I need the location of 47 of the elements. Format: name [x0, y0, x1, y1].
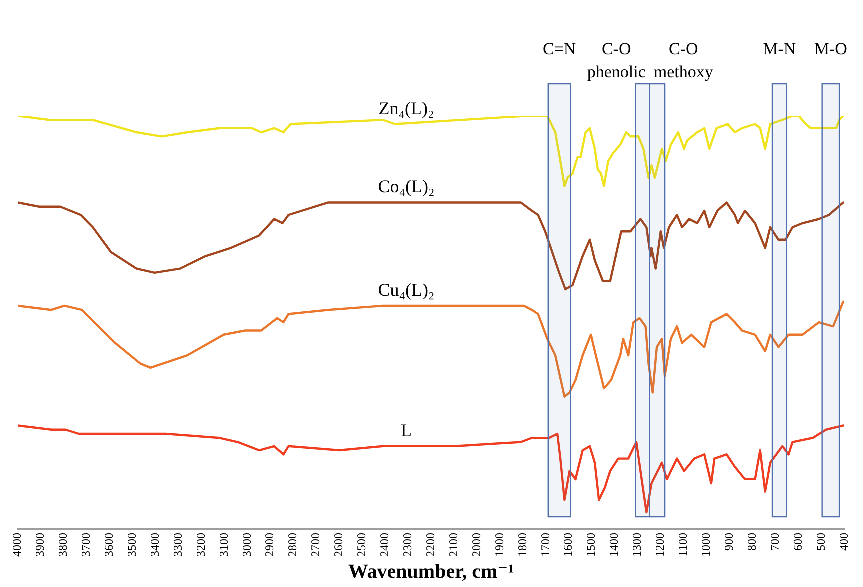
band-label: C-O methoxy: [654, 39, 714, 82]
x-tick-label: 3800: [56, 533, 70, 557]
x-tick-label: 1400: [607, 533, 622, 557]
band-label: M-O: [814, 39, 848, 58]
series-label: Zn₄(L)₂: [378, 98, 434, 118]
x-tick-label: 1200: [653, 533, 668, 557]
x-tick-label: 2600: [332, 533, 346, 557]
x-tick-label: 3200: [194, 533, 208, 557]
x-tick-label: 3400: [148, 533, 162, 557]
x-tick-label: 700: [768, 533, 782, 551]
series-label: L: [401, 420, 412, 440]
x-tick-label: 1800: [515, 533, 530, 557]
x-axis-title: Wavenumber, cm⁻¹: [348, 561, 514, 584]
series-label: Cu₄(L)₂: [378, 280, 435, 300]
x-tick-label: 2500: [354, 533, 369, 557]
x-tick-label: 2100: [446, 533, 460, 557]
x-tick-label: 2200: [423, 533, 438, 557]
x-tick-label: 3900: [33, 533, 48, 557]
x-tick-label: 1700: [538, 533, 552, 557]
x-tick-label: 2800: [286, 533, 300, 557]
band-label: C=N: [542, 39, 576, 58]
x-tick-label: 400: [836, 533, 851, 551]
x-tick-label: 2300: [400, 533, 414, 557]
x-tick-label: 500: [814, 533, 828, 551]
x-tick-label: 2000: [469, 533, 484, 557]
x-tick-label: 1300: [630, 533, 644, 557]
x-tick-label: 1100: [676, 533, 690, 557]
x-tick-label: 800: [744, 533, 759, 551]
x-tick-label: 3600: [102, 533, 116, 557]
band-label: M-N: [763, 39, 796, 58]
x-tick-label: 3700: [79, 533, 94, 557]
x-tick-label: 4000: [10, 533, 24, 557]
x-tick-label: 3300: [170, 533, 185, 557]
x-tick-label: 600: [790, 533, 805, 551]
x-tick-label: 2900: [262, 533, 277, 557]
x-tick-label: 3500: [124, 533, 139, 557]
x-tick-label: 2700: [308, 533, 323, 557]
x-tick-label: 1900: [492, 533, 506, 557]
x-tick-label: 3000: [240, 533, 254, 557]
x-tick-label: 1000: [698, 533, 713, 557]
x-tick-label: 2400: [378, 533, 392, 557]
x-tick-label: 900: [722, 533, 736, 551]
band-label: C-O phenolic: [587, 39, 646, 82]
series-label: Co₄(L)₂: [378, 176, 435, 197]
x-tick-label: 1500: [584, 533, 598, 557]
x-tick-label: 3100: [216, 533, 231, 557]
x-tick-label: 1600: [561, 533, 576, 557]
